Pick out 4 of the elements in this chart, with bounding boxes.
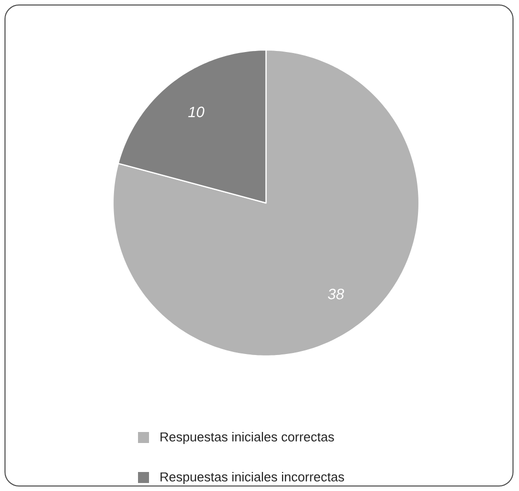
data-label: 10 [188,106,204,118]
legend-label: Respuestas iniciales incorrectas [160,472,344,484]
data-label: 38 [328,288,344,300]
legend-label: Respuestas iniciales correctas [160,432,334,444]
